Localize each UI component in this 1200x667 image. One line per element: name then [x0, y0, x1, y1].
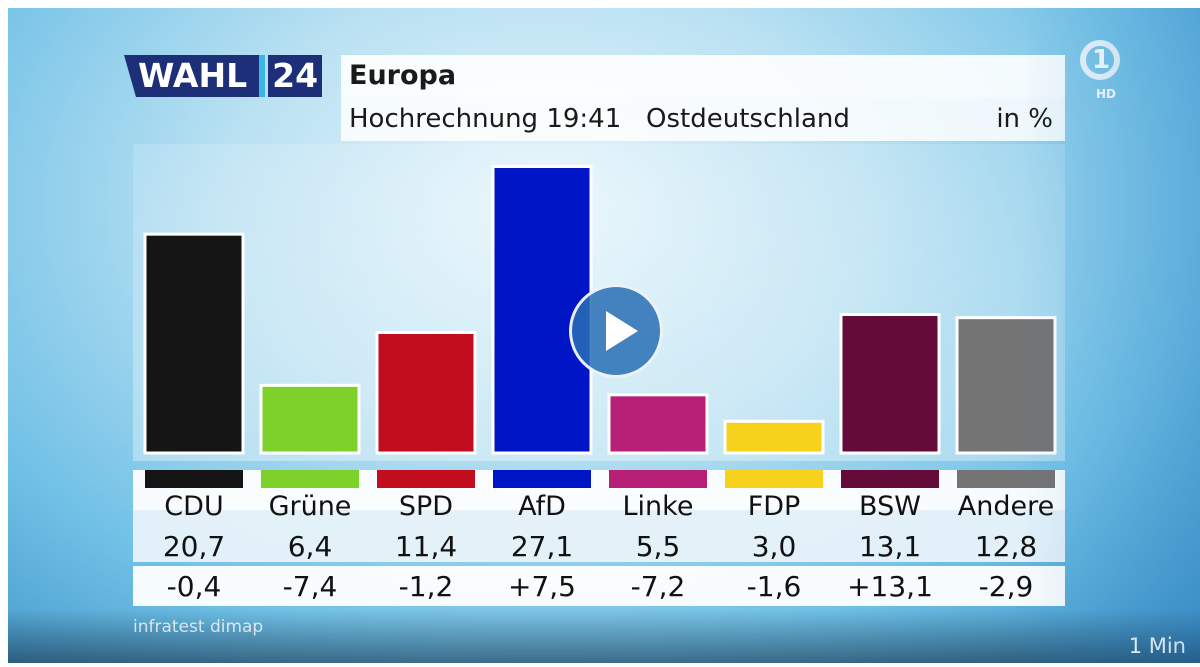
value-label-5: 3,0	[752, 530, 797, 563]
wahl24-logo: WAHL 24	[124, 55, 323, 97]
channel-logo-number: 1	[1092, 45, 1111, 75]
video-duration: 1 Min	[1128, 634, 1186, 658]
party-label-2: SPD	[399, 491, 453, 522]
change-label-1: -7,4	[283, 570, 338, 603]
change-label-2: -1,2	[399, 570, 454, 603]
legend-swatch-0	[145, 470, 243, 488]
video-control-shade	[8, 609, 1200, 663]
bar-2	[375, 330, 477, 455]
bar-0	[143, 232, 245, 455]
subtitle-bar: Hochrechnung 19:41 Ostdeutschland in %	[341, 97, 1065, 141]
logo-wahl-text: WAHL	[124, 55, 266, 97]
legend-swatch-7	[957, 470, 1055, 488]
video-frame: WAHL 24 Europa Hochrechnung 19:41 Ostdeu…	[8, 8, 1200, 663]
change-label-6: +13,1	[847, 570, 933, 603]
value-label-7: 12,8	[975, 530, 1037, 563]
result-row	[133, 510, 1065, 562]
channel-logo-ring-icon	[1080, 40, 1120, 80]
party-label-3: AfD	[518, 491, 566, 522]
value-label-0: 20,7	[163, 530, 225, 563]
bar-6	[839, 313, 941, 455]
legend-swatch-5	[725, 470, 823, 488]
bar-7	[955, 316, 1057, 455]
legend-swatch-3	[493, 470, 591, 488]
party-label-6: BSW	[859, 491, 921, 522]
bar-5	[723, 419, 825, 455]
chart-subtitle: Hochrechnung 19:41 Ostdeutschland	[349, 104, 850, 134]
legend-swatch-2	[377, 470, 475, 488]
value-label-1: 6,4	[288, 530, 333, 563]
value-label-4: 5,5	[636, 530, 681, 563]
party-label-5: FDP	[748, 491, 801, 522]
source-label: infratest dimap	[133, 617, 264, 637]
title-bar: Europa	[341, 55, 1065, 97]
value-label-6: 13,1	[859, 530, 921, 563]
bar-4	[607, 393, 709, 455]
party-label-1: Grüne	[269, 491, 352, 522]
change-label-5: -1,6	[747, 570, 802, 603]
change-label-4: -7,2	[631, 570, 686, 603]
legend-swatch-1	[261, 470, 359, 488]
logo-24-text: 24	[268, 55, 323, 97]
party-label-7: Andere	[958, 491, 1054, 522]
hd-badge: HD	[1096, 87, 1117, 101]
channel-logo: 1 HD	[1080, 40, 1130, 101]
party-label-0: CDU	[164, 491, 223, 522]
value-label-3: 27,1	[511, 530, 573, 563]
change-label-0: -0,4	[167, 570, 222, 603]
bar-1	[259, 383, 361, 455]
value-label-2: 11,4	[395, 530, 457, 563]
chart-title: Europa	[349, 60, 457, 91]
play-button[interactable]	[569, 284, 663, 378]
legend-swatch-4	[609, 470, 707, 488]
change-label-7: -2,9	[979, 570, 1034, 603]
unit-label: in %	[996, 104, 1053, 134]
bar-chart: CDU 20,7 -0,4 Grüne 6,4 -7,4 SPD 11,4 -1,2 AfD 27,…	[133, 165, 1065, 606]
legend-swatch-6	[841, 470, 939, 488]
change-row	[133, 566, 1065, 606]
play-icon	[606, 311, 638, 351]
party-label-4: Linke	[623, 491, 694, 522]
change-label-3: +7,5	[508, 570, 576, 603]
